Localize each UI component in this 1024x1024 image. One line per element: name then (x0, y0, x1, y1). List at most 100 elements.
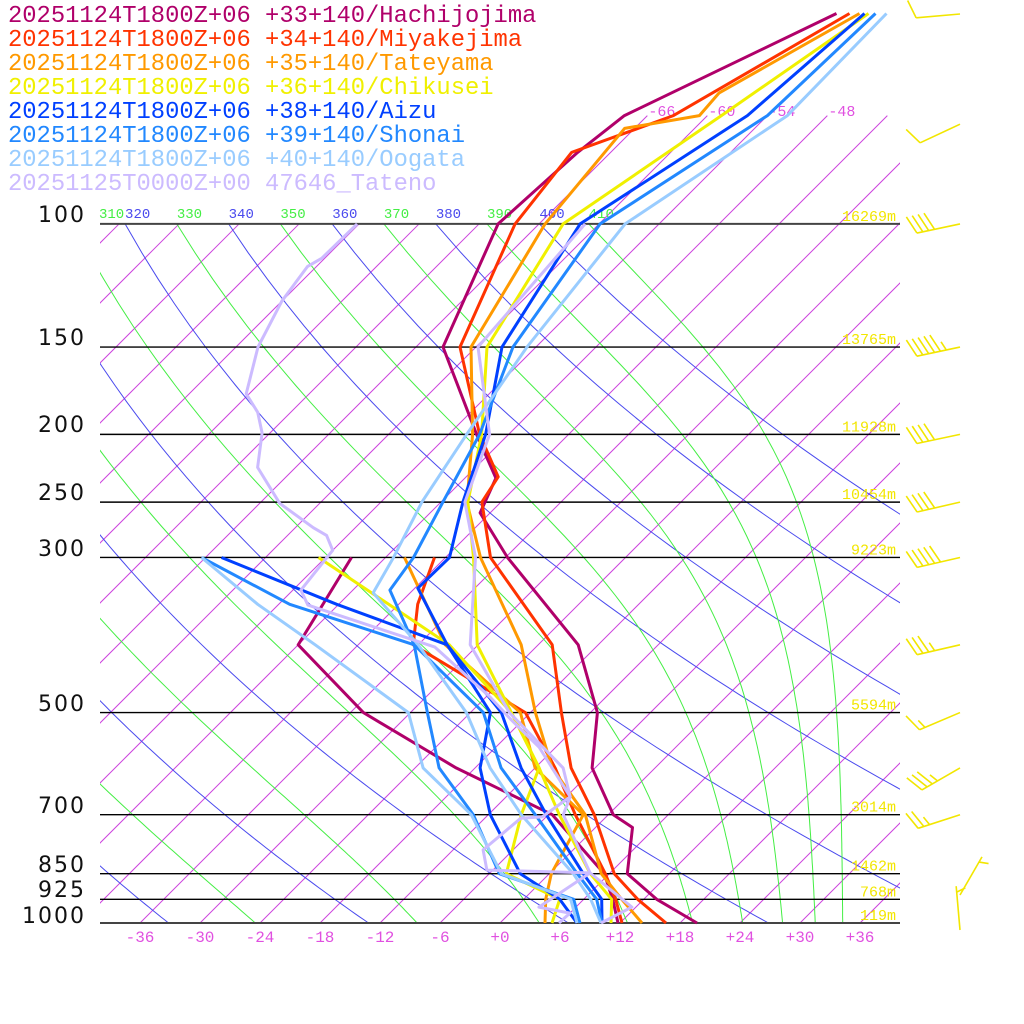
temperature-tick-label: +36 (846, 929, 875, 947)
temperature-line-miyakejima (458, 12, 851, 925)
isotherm-line (199, 222, 900, 924)
legend-item-aizu: 20251124T1800Z+06 +38+140/Aizu (8, 99, 437, 126)
height-label: 13765m (842, 332, 896, 349)
wind-barb (905, 334, 961, 357)
moist-adiabat-line (279, 223, 744, 924)
isotherm-line (139, 162, 900, 924)
isotherm-label: -48 (828, 104, 855, 121)
pressure-label: 500 (38, 691, 86, 717)
temperature-tick-label: -6 (430, 929, 449, 947)
theta-label: 380 (436, 207, 461, 223)
pressure-label: 850 (38, 852, 86, 878)
wind-barbs (905, 0, 989, 931)
isotherm-line (439, 462, 900, 924)
isotherm-line (100, 115, 768, 784)
pressure-label: 100 (38, 202, 86, 228)
temperature-line-shonai (388, 12, 877, 924)
theta-label: 330 (177, 207, 202, 223)
pressure-label: 925 (38, 878, 86, 904)
temperature-tick-label: +6 (550, 929, 569, 947)
theta-label: 350 (280, 207, 305, 223)
temperature-tick-label: +18 (666, 929, 695, 947)
pressure-label: 250 (38, 481, 86, 507)
legend: 20251124T1800Z+06 +33+140/Hachijojima 202… (8, 5, 536, 197)
theta-label: 340 (229, 207, 254, 223)
isotherm-line (379, 402, 900, 924)
isotherm-line (679, 702, 900, 924)
isotherm-label: -60 (708, 104, 735, 121)
pressure-label: 700 (38, 793, 86, 819)
axis-labels: 310 320 330 340 350 360 370 380 390 400 410-66 -60-… (99, 104, 896, 947)
legend-item-tateyama: 20251124T1800Z+06 +35+140/Tateyama (8, 51, 494, 78)
isotherm-line (799, 822, 900, 924)
height-label: 11928m (842, 419, 896, 436)
temperature-line-tateno (463, 222, 634, 925)
temperature-tick-label: +24 (726, 929, 755, 947)
wind-barb (905, 635, 961, 656)
height-label: 3014m (851, 800, 896, 817)
legend-item-chikusei: 20251124T1800Z+06 +36+140/Chikusei (8, 75, 494, 102)
height-label: 119m (860, 908, 896, 925)
dry-adiabat-line (331, 223, 900, 695)
wind-barb (905, 423, 961, 445)
isotherm-line (100, 223, 360, 484)
isotherm-line (739, 762, 900, 924)
dewpoint-line-tateno (244, 222, 592, 925)
height-label: 16269m (842, 209, 896, 226)
height-label: 768m (860, 884, 896, 901)
pressure-label: 150 (38, 326, 86, 351)
temperature-tick-label: -12 (366, 929, 395, 947)
legend-item-tateno: 20251125T0000Z+00 47646_Tateno (8, 171, 437, 198)
theta-label: 360 (332, 207, 357, 223)
isotherm-line (319, 342, 900, 924)
temperature-tick-label: -30 (186, 929, 215, 947)
theta-label: 390 (487, 207, 512, 223)
temperature-tick-label: +0 (490, 929, 509, 947)
pressure-label: 200 (38, 413, 86, 439)
theta-label: 320 (125, 207, 150, 223)
theta-label: 310 (99, 207, 124, 223)
dry-adiabat-line (228, 223, 900, 790)
wind-barb (905, 491, 961, 513)
isotherm-line (100, 223, 240, 364)
wind-barb (906, 0, 961, 19)
temperature-line-aizu (416, 12, 866, 924)
isotherm-line (559, 582, 900, 924)
legend-item-miyakejima: 20251124T1800Z+06 +34+140/Miyakejima (8, 27, 523, 54)
temperature-tick-label: +12 (606, 929, 635, 947)
wind-barb (955, 886, 966, 931)
moist-adiabat-line (588, 223, 844, 923)
temperature-tick-label: -36 (126, 929, 155, 947)
legend-item-oogata: 20251124T1800Z+06 +40+140/Oogata (8, 147, 465, 174)
wind-barb (905, 123, 961, 144)
isotherm-line (619, 642, 900, 924)
temperature-line-oogata (371, 12, 888, 924)
temperature-tick-label: -24 (246, 929, 275, 947)
moist-adiabat-line (383, 223, 783, 924)
isotherm-line (100, 223, 420, 544)
pressure-label: 1000 (22, 904, 86, 929)
isotherm-line (920, 116, 1024, 923)
isotherm-line (100, 223, 480, 604)
wind-barb (905, 711, 961, 731)
temperature-line-tateyama (465, 12, 861, 924)
height-label: 9223m (851, 542, 896, 559)
isotherm-line (259, 282, 900, 924)
isotherm-line (100, 115, 648, 664)
isotherm-line (100, 223, 180, 304)
legend-item-hachijojima: 20251124T1800Z+06 +33+140/Hachijojima (8, 3, 537, 30)
wind-barb (906, 767, 961, 791)
temperature-tick-label: +30 (786, 929, 815, 947)
height-label: 1462m (851, 859, 896, 876)
isotherm-line (100, 223, 300, 424)
wind-barb (905, 810, 961, 830)
theta-label: 370 (384, 207, 409, 223)
isotherm-line (499, 522, 900, 924)
wind-barb (905, 545, 961, 569)
height-label: 5594m (851, 698, 896, 715)
temperature-line-hachijojima (441, 12, 838, 925)
sounding-profiles (200, 12, 888, 925)
legend-item-shonai: 20251124T1800Z+06 +39+140/Shonai (8, 123, 465, 150)
